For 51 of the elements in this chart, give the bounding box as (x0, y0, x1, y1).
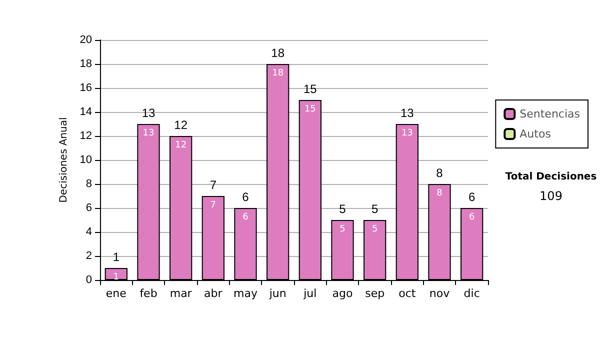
x-tick-label: oct (398, 287, 416, 300)
x-tick-label: may (234, 287, 258, 300)
data-label: 15 (304, 104, 316, 114)
y-tick-label: 10 (80, 154, 92, 166)
total-label: 13 (142, 106, 156, 120)
y-tick-label: 0 (86, 274, 92, 286)
x-tick-label: ago (332, 287, 353, 300)
legend-label: Sentencias (520, 108, 580, 120)
total-label: 13 (400, 106, 414, 120)
total-label: 7 (210, 178, 217, 192)
x-tick-label: jun (268, 287, 286, 300)
x-tick-label: jul (302, 287, 317, 300)
y-tick-label: 6 (86, 202, 92, 214)
y-tick-label: 8 (86, 178, 92, 190)
data-label: 8 (436, 188, 443, 198)
total-label: 6 (242, 190, 250, 204)
y-tick-label: 14 (80, 106, 92, 118)
x-tick-label: feb (140, 287, 158, 300)
data-label: 12 (175, 140, 187, 150)
x-tick-label: sep (365, 287, 385, 300)
data-label: 5 (372, 224, 378, 234)
legend-label: Autos (520, 128, 552, 140)
total-label: 5 (371, 202, 378, 216)
data-label: 13 (142, 128, 154, 138)
y-tick-label: 16 (80, 82, 92, 94)
y-tick-label: 4 (86, 226, 92, 238)
data-label: 5 (340, 224, 346, 234)
y-axis-title: Decisiones Anual (58, 117, 70, 203)
total-label: 8 (436, 166, 444, 180)
data-label: 13 (401, 128, 413, 138)
y-tick-label: 20 (80, 34, 92, 46)
y-tick-label: 12 (80, 130, 92, 142)
x-tick-label: mar (170, 287, 192, 300)
data-label: 6 (468, 212, 475, 222)
total-label: 5 (339, 202, 346, 216)
y-tick-label: 18 (80, 58, 92, 70)
text: Total Decisiones (505, 172, 597, 182)
total-label: 12 (174, 118, 188, 132)
data-label: 6 (242, 212, 249, 222)
data-label: 18 (272, 68, 284, 78)
total-label: 15 (303, 82, 318, 96)
total-label: 6 (468, 190, 476, 204)
x-tick-label: dic (464, 287, 480, 300)
x-tick-label: nov (429, 287, 450, 300)
total-label: 1 (112, 250, 120, 264)
x-tick-label: ene (106, 287, 127, 300)
data-label: 7 (210, 200, 216, 210)
x-tick-label: abr (204, 287, 223, 300)
total-label: 18 (271, 46, 285, 60)
text: 109 (540, 189, 562, 203)
y-tick-label: 2 (86, 250, 92, 262)
